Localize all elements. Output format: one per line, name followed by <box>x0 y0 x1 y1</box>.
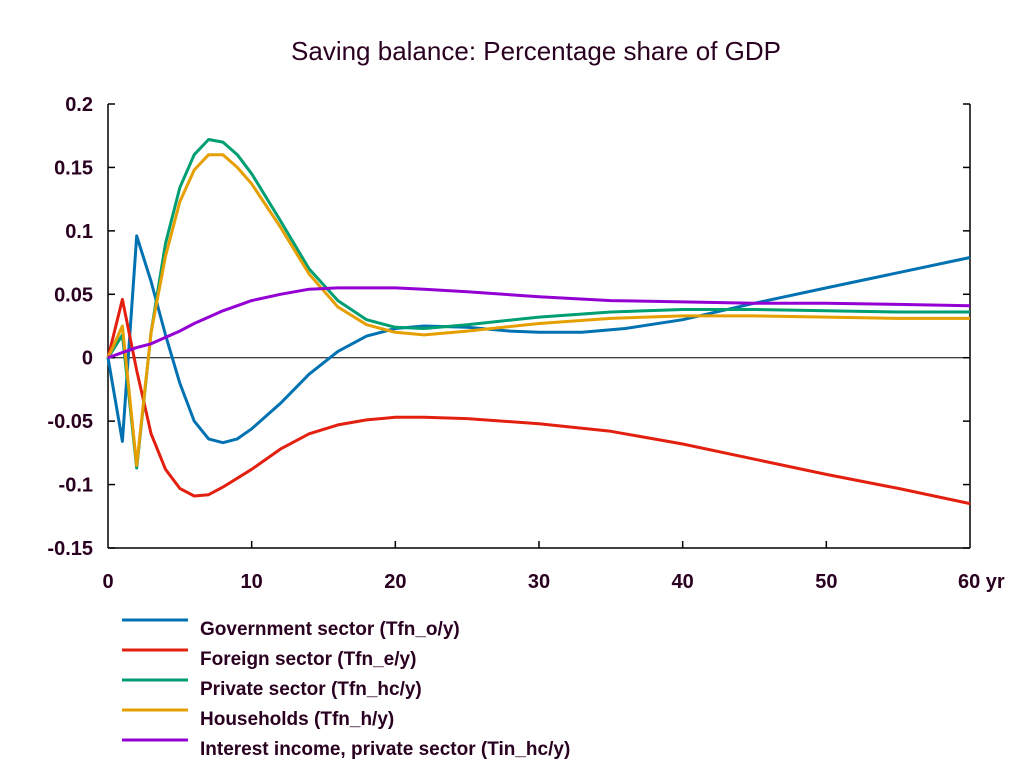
y-tick-label: -0.1 <box>59 475 93 497</box>
y-tick-label: 0.2 <box>65 94 93 116</box>
x-tick-label: 0 <box>102 571 113 593</box>
legend-label-2: Private sector (Tfn_hc/y) <box>200 679 422 700</box>
legend-label-3: Households (Tfn_h/y) <box>200 709 394 730</box>
y-tick-label: -0.05 <box>47 411 93 433</box>
chart-title: Saving balance: Percentage share of GDP <box>291 36 781 66</box>
legend-label-1: Foreign sector (Tfn_e/y) <box>200 649 416 670</box>
series-line-4 <box>107 286 971 360</box>
x-tick-label: 50 <box>815 571 837 593</box>
series-line-1 <box>106 297 971 506</box>
series-line-0 <box>106 234 971 445</box>
x-tick-label: 40 <box>672 571 694 593</box>
x-tick-label: 60 yr <box>958 571 1005 593</box>
plot-area: 0.2 0.15 0.1 0.05 0 -0.05 -0.1 -0.15 0 10 20 30 40 50… <box>47 94 1005 593</box>
y-tick-label: 0 <box>82 348 93 370</box>
x-tick-label: 10 <box>241 571 263 593</box>
x-tick-label: 20 <box>384 571 406 593</box>
y-tick-label: 0.05 <box>54 284 93 306</box>
legend-label-0: Government sector (Tfn_o/y) <box>200 619 460 640</box>
y-tick-label: 0.15 <box>54 157 93 179</box>
series-line-2 <box>106 138 970 470</box>
series-line-3 <box>106 153 970 467</box>
y-tick-label: 0.1 <box>65 221 93 243</box>
y-tick-label: -0.15 <box>47 538 93 560</box>
legend: Government sector (Tfn_o/y) Foreign secto… <box>122 618 570 760</box>
legend-label-4: Interest income, private sector (Tin_hc/… <box>200 739 570 760</box>
x-tick-label: 30 <box>528 571 550 593</box>
